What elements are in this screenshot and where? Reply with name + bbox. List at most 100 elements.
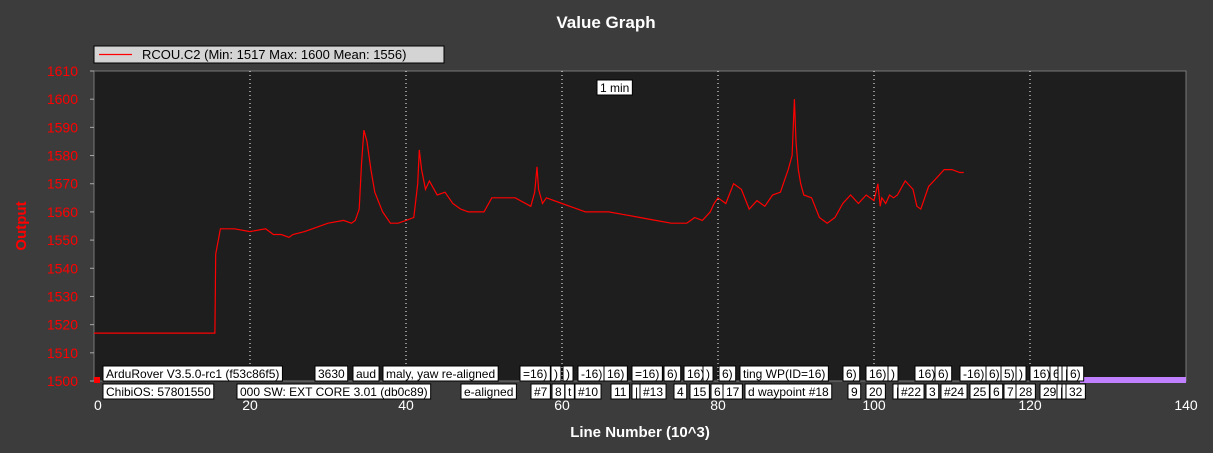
event-label-text: | xyxy=(635,385,638,399)
event-label: ) xyxy=(550,365,562,382)
x-axis-tick-labels: 0 20 40 60 80 100 120 140 xyxy=(94,397,1198,413)
legend-box xyxy=(93,45,445,64)
event-label-box xyxy=(562,365,574,382)
event-label-text: 3 xyxy=(929,385,936,399)
legend[interactable]: RCOU.C2 (Min: 1517 Max: 1600 Mean: 1556) xyxy=(93,45,445,64)
event-label-box xyxy=(1066,365,1085,382)
event-label: 16) xyxy=(603,365,628,382)
event-label-text: t xyxy=(568,385,572,399)
x-tick-label: 60 xyxy=(554,397,570,413)
event-label-box xyxy=(631,365,663,382)
event-label-box xyxy=(574,383,602,400)
event-label: 11 xyxy=(610,383,630,400)
x-tick-label: 20 xyxy=(242,397,258,413)
event-label-box xyxy=(673,383,688,400)
event-label: 000 SW: EXT CORE 3.01 (db0c89) xyxy=(236,383,432,400)
y-tick-label: 1580 xyxy=(47,148,78,164)
event-label-text: 16) xyxy=(869,367,886,381)
plot-area[interactable] xyxy=(93,70,1187,382)
event-label-text: 6) xyxy=(846,367,857,381)
event-label-text: maly, yaw re-aligned xyxy=(386,367,495,381)
event-label-text: 17 xyxy=(726,385,740,399)
event-label: maly, yaw re-aligned xyxy=(382,365,499,382)
y-tick-label: 1590 xyxy=(47,119,78,135)
event-label-text: 9 xyxy=(851,385,858,399)
y-axis-tick-labels: 1500 1510 1520 1530 1540 1550 1560 1570 1580 1590… xyxy=(47,63,94,389)
event-label: ) xyxy=(562,365,574,382)
y-tick-label: 1610 xyxy=(47,63,78,79)
event-label: 3 xyxy=(925,383,940,400)
event-label-text: 6) xyxy=(667,367,678,381)
event-label: e-aligned xyxy=(460,383,517,400)
event-label: -16) xyxy=(577,365,606,382)
event-label-box xyxy=(1015,383,1036,400)
event-label: 4 xyxy=(673,383,688,400)
event-label-text: 16) xyxy=(918,367,935,381)
series-line-rcou-c2 xyxy=(94,99,964,334)
event-label: 16) xyxy=(865,365,890,382)
event-label: 5) xyxy=(1000,365,1019,382)
event-label-box xyxy=(314,365,349,382)
event-label-text: 29 xyxy=(1043,385,1057,399)
event-label: 28 xyxy=(1015,383,1036,400)
event-band xyxy=(1080,377,1186,383)
event-label: #24 xyxy=(940,383,968,400)
event-label-text: 16) xyxy=(1033,367,1050,381)
y-tick-label: 1530 xyxy=(47,288,78,304)
x-tick-label: 0 xyxy=(94,397,102,413)
event-label-text: ting WP(ID=16) xyxy=(743,367,825,381)
event-label: 17 xyxy=(722,383,743,400)
event-label: -16) xyxy=(959,365,988,382)
event-label-box xyxy=(603,365,628,382)
event-label: 20 xyxy=(865,383,886,400)
event-label-text: 6) xyxy=(938,367,949,381)
event-label-box xyxy=(564,383,575,400)
event-label: #22 xyxy=(897,383,925,400)
event-label: 32 xyxy=(1065,383,1086,400)
event-label: ) xyxy=(702,365,714,382)
event-label-box xyxy=(739,365,829,382)
event-label-text: 20 xyxy=(869,385,883,399)
event-label-text: ArduRover V3.5.0-rc1 (f53c86f5) xyxy=(106,367,279,381)
event-label: 6) xyxy=(663,365,682,382)
event-label: #13 xyxy=(639,383,667,400)
y-tick-label: 1600 xyxy=(47,91,78,107)
y-tick-label: 1520 xyxy=(47,317,78,333)
event-label-text: =16) xyxy=(523,367,547,381)
y-tick-label: 1560 xyxy=(47,204,78,220)
event-marker-start xyxy=(94,377,100,383)
event-label: ) xyxy=(887,365,899,382)
event-label-box xyxy=(887,365,899,382)
event-label: 6 xyxy=(989,383,1004,400)
event-label-text: -16) xyxy=(581,367,602,381)
event-annotation-layer: 1 min ArduRover V3.5.0-rc1 (f53c86f5) 3630… xyxy=(102,79,1086,400)
event-label: =16) xyxy=(631,365,663,382)
event-label-text: ) xyxy=(554,367,558,381)
event-label-text: 5) xyxy=(1004,367,1015,381)
event-label-text: #10 xyxy=(578,385,598,399)
event-label-box xyxy=(1065,383,1086,400)
event-label-text: #24 xyxy=(944,385,964,399)
event-label-box xyxy=(897,383,925,400)
event-label-text: =16) xyxy=(635,367,659,381)
x-axis-label: Line Number (10^3) xyxy=(570,424,710,441)
event-label-text: e-aligned xyxy=(464,385,513,399)
event-label: aud xyxy=(352,365,380,382)
event-label: 9 xyxy=(847,383,862,400)
event-label-text: #7 xyxy=(534,385,548,399)
event-label-text: 15 xyxy=(693,385,707,399)
event-label-text: 6) xyxy=(1070,367,1081,381)
event-label: 6) xyxy=(842,365,861,382)
event-label: 7 xyxy=(1003,383,1018,400)
event-label-box xyxy=(460,383,517,400)
event-label: 6) xyxy=(1066,365,1085,382)
event-label-text: ChibiOS: 57801550 xyxy=(106,385,211,399)
event-label-box xyxy=(102,365,283,382)
event-label-text: 4 xyxy=(677,385,684,399)
event-label-box xyxy=(989,383,1004,400)
event-label-text: 6) xyxy=(989,367,1000,381)
event-label-text: 6 xyxy=(993,385,1000,399)
event-label-text: 32 xyxy=(1069,385,1083,399)
x-tick-label: 100 xyxy=(862,397,886,413)
event-label-box xyxy=(519,365,551,382)
